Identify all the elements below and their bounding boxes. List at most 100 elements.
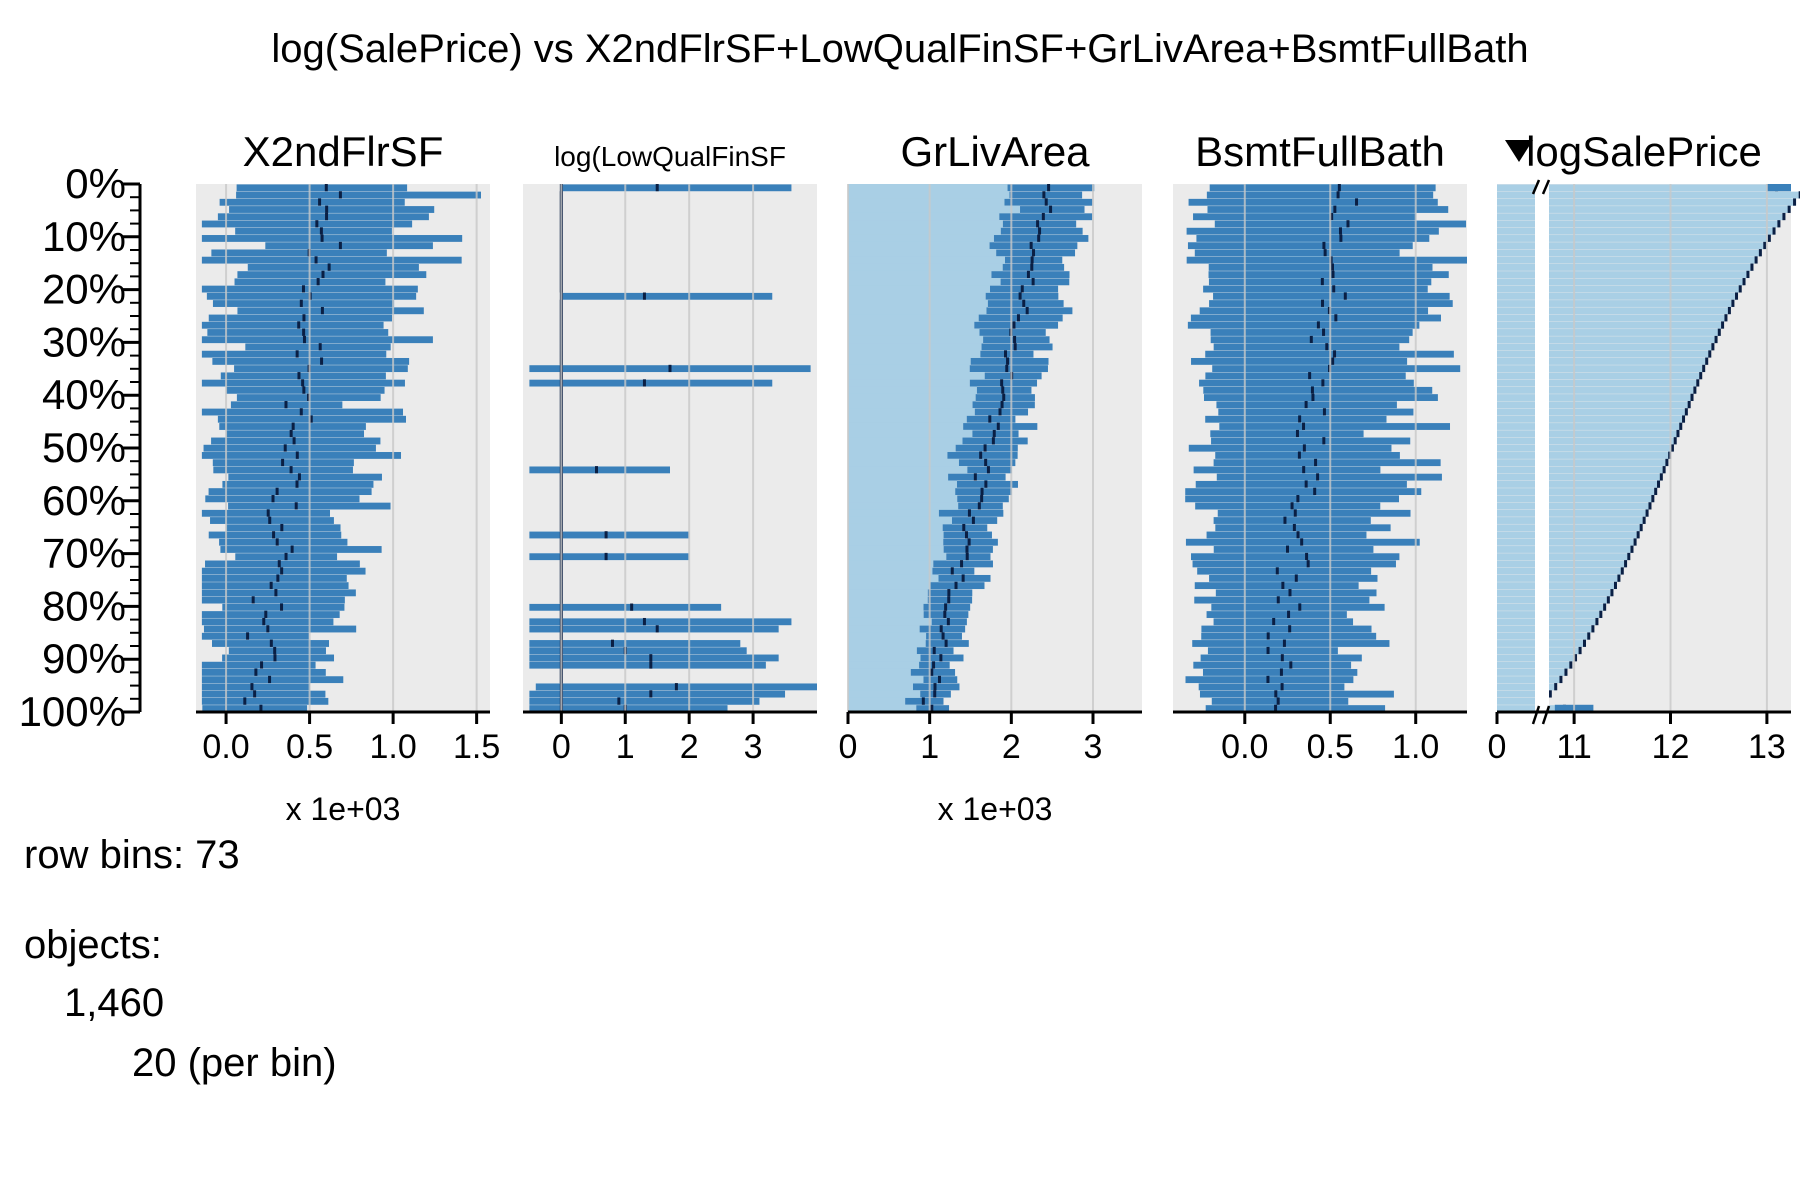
data-bar <box>1497 509 1648 517</box>
mean-mark <box>1714 335 1718 344</box>
mean-mark <box>1280 654 1284 662</box>
data-bar <box>201 676 344 684</box>
data-bar <box>201 589 356 597</box>
mean-mark <box>617 697 621 705</box>
mean-mark <box>983 444 987 452</box>
mean-mark <box>266 509 270 517</box>
bar-backdrop <box>848 241 990 250</box>
panel-background <box>523 184 817 712</box>
mean-mark <box>309 415 313 423</box>
mean-mark <box>307 393 311 401</box>
data-bar <box>1205 415 1387 423</box>
data-bar <box>1213 517 1371 524</box>
bar-backdrop <box>848 451 948 460</box>
mean-mark <box>1676 429 1680 438</box>
y-tick-label: 70% <box>42 530 126 577</box>
bar-backdrop <box>848 379 970 388</box>
mean-mark <box>984 458 988 467</box>
data-bar <box>211 437 381 445</box>
mean-mark <box>1266 675 1270 684</box>
mean-mark <box>946 617 950 626</box>
data-bar <box>1213 546 1374 553</box>
mean-mark <box>1020 285 1024 293</box>
mean-mark <box>1302 444 1306 452</box>
mean-mark <box>1293 509 1297 517</box>
mean-mark <box>1620 567 1624 575</box>
mean-mark <box>947 589 951 597</box>
data-bar <box>228 473 382 481</box>
bar-backdrop <box>848 516 952 525</box>
data-bar <box>529 618 792 626</box>
data-bar <box>1196 235 1430 242</box>
mean-mark <box>1606 596 1610 604</box>
mean-mark <box>1651 495 1655 503</box>
mean-mark <box>1000 400 1004 409</box>
data-bar <box>1497 235 1770 242</box>
bar-backdrop <box>848 487 956 496</box>
data-bar <box>265 242 433 250</box>
y-tick-label: 100% <box>19 688 126 735</box>
mean-mark <box>933 690 937 698</box>
data-bar <box>1186 227 1439 235</box>
data-bar <box>1497 408 1687 416</box>
mean-mark <box>321 270 325 279</box>
mean-mark <box>295 480 299 488</box>
data-bar <box>1497 452 1670 459</box>
bar-backdrop <box>848 639 926 648</box>
mean-mark <box>996 422 1000 430</box>
bar-backdrop <box>848 335 984 344</box>
mean-mark <box>944 639 948 647</box>
data-bar <box>1497 372 1701 380</box>
mean-mark <box>1001 386 1005 394</box>
x-tick-label: 1.0 <box>369 728 416 766</box>
data-bar <box>969 379 1038 387</box>
data-bar <box>1194 582 1359 590</box>
mean-mark <box>1767 234 1771 242</box>
mean-mark <box>610 639 614 647</box>
mean-mark <box>1333 350 1337 358</box>
data-bar <box>1000 227 1083 235</box>
mean-mark <box>269 581 273 590</box>
data-bar <box>205 560 360 568</box>
mean-mark <box>302 386 306 394</box>
data-bar <box>1497 415 1684 423</box>
mean-mark <box>668 364 672 373</box>
data-bar <box>1213 292 1450 300</box>
mean-mark <box>1012 321 1016 329</box>
bar-backdrop <box>848 545 944 554</box>
mean-mark <box>1296 495 1300 503</box>
data-bar <box>1211 603 1385 611</box>
bar-backdrop <box>848 690 921 699</box>
mean-mark <box>1292 523 1296 532</box>
data-bar <box>235 227 392 235</box>
mean-mark <box>1022 299 1026 307</box>
mean-mark <box>1310 386 1314 394</box>
mean-mark <box>1031 278 1035 286</box>
data-bar <box>969 365 1048 373</box>
data-bar <box>1207 647 1338 655</box>
mean-mark <box>971 516 975 524</box>
data-bar <box>1497 249 1761 257</box>
mean-mark <box>1266 646 1270 655</box>
x-tick-label: 3 <box>744 728 763 766</box>
data-bar <box>529 640 741 647</box>
mean-mark <box>1758 249 1762 257</box>
data-bar <box>1194 249 1400 257</box>
mean-mark <box>1679 422 1683 430</box>
data-bar <box>236 184 408 192</box>
data-bar <box>1497 437 1676 445</box>
mean-mark <box>1346 220 1350 228</box>
data-bar <box>245 343 391 351</box>
bar-backdrop <box>848 256 1005 265</box>
mean-mark <box>1627 552 1631 561</box>
axis-break-mark <box>1531 179 1551 195</box>
mean-mark <box>1311 393 1315 401</box>
data-bar <box>1497 206 1790 213</box>
data-bar <box>1497 459 1667 467</box>
mean-mark <box>271 495 275 503</box>
data-bar <box>1497 603 1605 611</box>
bar-backdrop <box>848 285 991 293</box>
data-bar <box>1497 488 1656 496</box>
mean-mark <box>268 516 272 524</box>
data-bar <box>1497 329 1720 336</box>
